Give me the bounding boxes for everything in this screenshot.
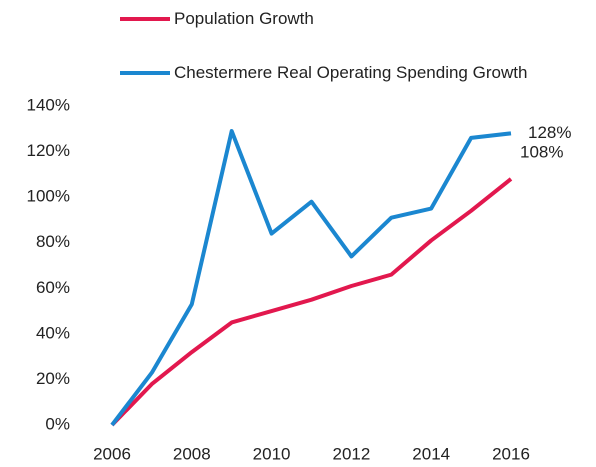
- x-tick-label: 2006: [93, 444, 131, 463]
- y-tick-label: 80%: [36, 232, 70, 251]
- y-tick-label: 140%: [27, 95, 70, 114]
- y-tick-label: 120%: [27, 141, 70, 160]
- value-label: 108%: [520, 142, 563, 161]
- series-line: [110, 177, 513, 427]
- legend-swatch: [120, 71, 170, 75]
- series-line: [110, 129, 512, 427]
- x-tick-label: 2008: [173, 444, 211, 463]
- x-tick-label: 2012: [332, 444, 370, 463]
- x-tick-label: 2016: [492, 444, 530, 463]
- legend-swatch: [120, 17, 170, 21]
- legend-item: Population Growth: [120, 6, 564, 32]
- legend-item: Chestermere Real Operating Spending Grow…: [120, 60, 564, 86]
- x-tick-label: 2014: [412, 444, 450, 463]
- y-tick-label: 0%: [45, 414, 70, 433]
- y-tick-label: 60%: [36, 278, 70, 297]
- y-tick-label: 100%: [27, 187, 70, 206]
- legend-label: Population Growth: [174, 9, 314, 28]
- value-label: 128%: [528, 123, 571, 142]
- y-tick-label: 40%: [36, 323, 70, 342]
- legend-label: Chestermere Real Operating Spending Grow…: [174, 63, 528, 82]
- x-tick-label: 2010: [253, 444, 291, 463]
- y-tick-label: 20%: [36, 369, 70, 388]
